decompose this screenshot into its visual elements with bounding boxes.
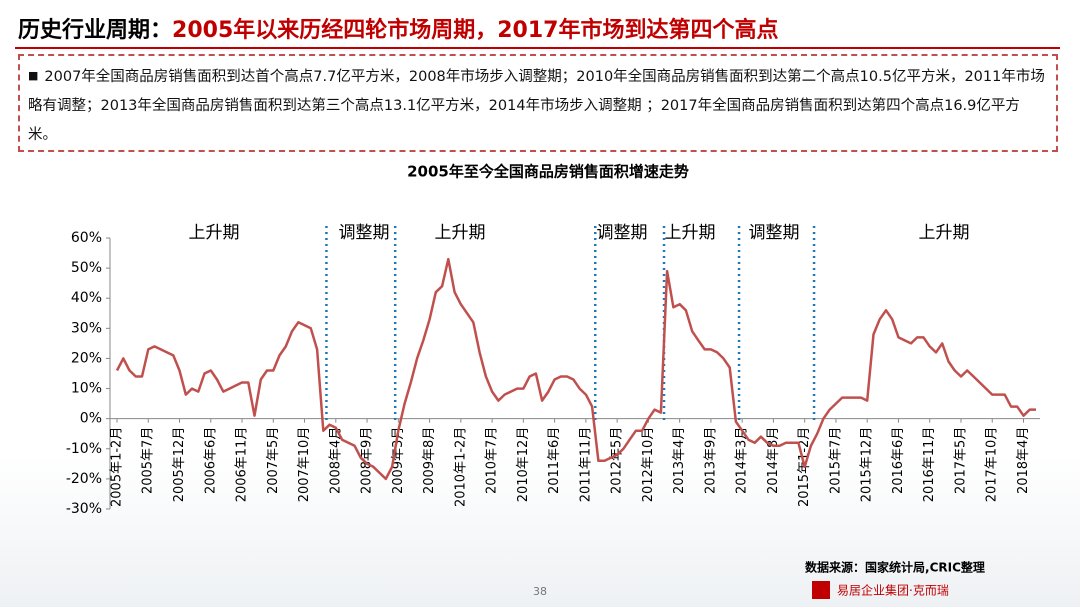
x-tick-label: 2005年1-2月 xyxy=(110,427,125,507)
y-tick-label: 30% xyxy=(71,320,102,336)
x-tick-label: 2005年12月 xyxy=(172,427,187,503)
x-tick-label: 2006年6月 xyxy=(203,427,218,494)
x-tick-label: 2015年7月 xyxy=(828,427,843,494)
x-tick-label: 2013年4月 xyxy=(672,427,687,494)
source-note: 数据来源：国家统计局,CRIC整理 xyxy=(805,560,985,575)
title-rule xyxy=(15,47,1060,49)
phase-label: 调整期 xyxy=(339,223,390,243)
phase-label: 调整期 xyxy=(597,223,648,243)
x-tick-label: 2012年5月 xyxy=(610,427,625,494)
summary-box: ■ 2007年全国商品房销售面积到达首个高点7.7亿平方米，2008年市场步入调整… xyxy=(18,54,1058,152)
phase-label: 调整期 xyxy=(749,223,800,243)
y-tick-label: 40% xyxy=(71,290,102,306)
x-tick-label: 2008年9月 xyxy=(360,427,375,494)
chart-title: 2005年至今全国商品房销售面积增速走势 xyxy=(407,163,689,181)
y-tick-label: 10% xyxy=(71,381,102,397)
phase-label: 上升期 xyxy=(189,223,240,243)
x-tick-label: 2016年11月 xyxy=(922,427,937,503)
summary-text: 2007年全国商品房销售面积到达首个高点7.7亿平方米，2008年市场步入调整期… xyxy=(28,69,1045,143)
x-tick-label: 2017年5月 xyxy=(953,427,968,494)
x-tick-label: 2015年12月 xyxy=(860,427,875,503)
x-tick-label: 2005年7月 xyxy=(141,427,156,494)
page-number: 38 xyxy=(533,585,547,598)
y-tick-label: -20% xyxy=(66,471,102,487)
data-line xyxy=(115,257,1036,481)
x-tick-label: 2010年1-2月 xyxy=(453,427,468,507)
title-highlight: 2005年以来历经四轮市场周期，2017年市场到达第四个高点 xyxy=(172,18,779,43)
logo-mark xyxy=(812,581,830,599)
phase-label: 上升期 xyxy=(665,223,716,243)
y-tick-label: -10% xyxy=(66,441,102,457)
bullet: ■ xyxy=(28,69,39,82)
y-tick-label: 20% xyxy=(71,350,102,366)
x-tick-label: 2007年5月 xyxy=(266,427,281,494)
phase-label: 上升期 xyxy=(919,223,970,243)
title-prefix: 历史行业周期： xyxy=(18,18,173,43)
x-tick-label: 2012年10月 xyxy=(641,427,656,503)
x-tick-label: 2011年11月 xyxy=(578,427,593,503)
x-tick-label: 2018年4月 xyxy=(1016,427,1031,494)
phase-label: 上升期 xyxy=(435,223,486,243)
slide-title: 历史行业周期：2005年以来历经四轮市场周期，2017年市场到达第四个高点 xyxy=(18,12,778,44)
x-tick-label: 2008年4月 xyxy=(328,427,343,494)
x-tick-label: 2010年12月 xyxy=(516,427,531,503)
y-tick-label: -30% xyxy=(66,501,102,517)
x-tick-label: 2010年7月 xyxy=(485,427,500,494)
x-tick-label: 2009年3月 xyxy=(391,427,406,494)
x-tick-label: 2006年11月 xyxy=(235,427,250,503)
y-tick-label: 0% xyxy=(80,411,102,427)
x-tick-label: 2014年3月 xyxy=(735,427,750,494)
logo-text: 易居企业集团·克而瑞 xyxy=(837,583,949,598)
x-tick-label: 2016年6月 xyxy=(891,427,906,494)
x-tick-label: 2007年10月 xyxy=(297,427,312,503)
y-tick-label: 60% xyxy=(71,230,102,246)
y-tick-label: 50% xyxy=(71,260,102,276)
x-tick-label: 2011年6月 xyxy=(547,427,562,494)
x-tick-label: 2014年8月 xyxy=(766,427,781,494)
x-tick-label: 2013年9月 xyxy=(703,427,718,494)
x-tick-label: 2009年8月 xyxy=(422,427,437,494)
x-tick-label: 2017年10月 xyxy=(985,427,1000,503)
